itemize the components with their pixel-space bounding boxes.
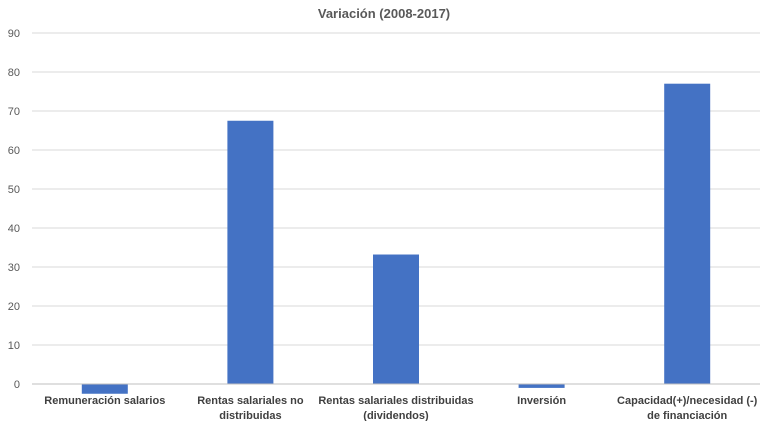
bar <box>81 384 128 394</box>
x-axis-labels: Remuneración salarios Rentas salariales n… <box>44 395 757 421</box>
bar <box>664 83 711 384</box>
y-tick-label: 80 <box>8 67 20 79</box>
bar <box>373 254 419 384</box>
x-category-label: Inversión <box>517 395 566 407</box>
y-tick-label: 50 <box>8 184 20 196</box>
bars <box>81 83 711 394</box>
x-category-label: Remuneración salarios <box>44 395 165 407</box>
y-tick-label: 40 <box>8 223 20 235</box>
y-tick-label: 60 <box>8 145 20 157</box>
y-axis-ticks: 0 10 20 30 40 50 60 70 80 90 <box>8 28 20 391</box>
y-tick-label: 70 <box>8 106 20 118</box>
x-category-label: Capacidad(+)/necesidad (-) de financiació… <box>617 395 758 421</box>
y-tick-label: 30 <box>8 262 20 274</box>
bar <box>518 384 565 388</box>
bar <box>227 120 274 384</box>
y-tick-label: 0 <box>14 379 20 391</box>
y-tick-label: 10 <box>8 340 20 352</box>
x-category-label: Rentas salariales no distribuidas <box>197 395 304 421</box>
y-tick-label: 90 <box>8 28 20 40</box>
x-category-label: Rentas salariales distribuidas (dividendo… <box>318 395 473 421</box>
chart-title: Variación (2008-2017) <box>318 6 450 21</box>
y-tick-label: 20 <box>8 301 20 313</box>
gridlines <box>32 32 760 346</box>
